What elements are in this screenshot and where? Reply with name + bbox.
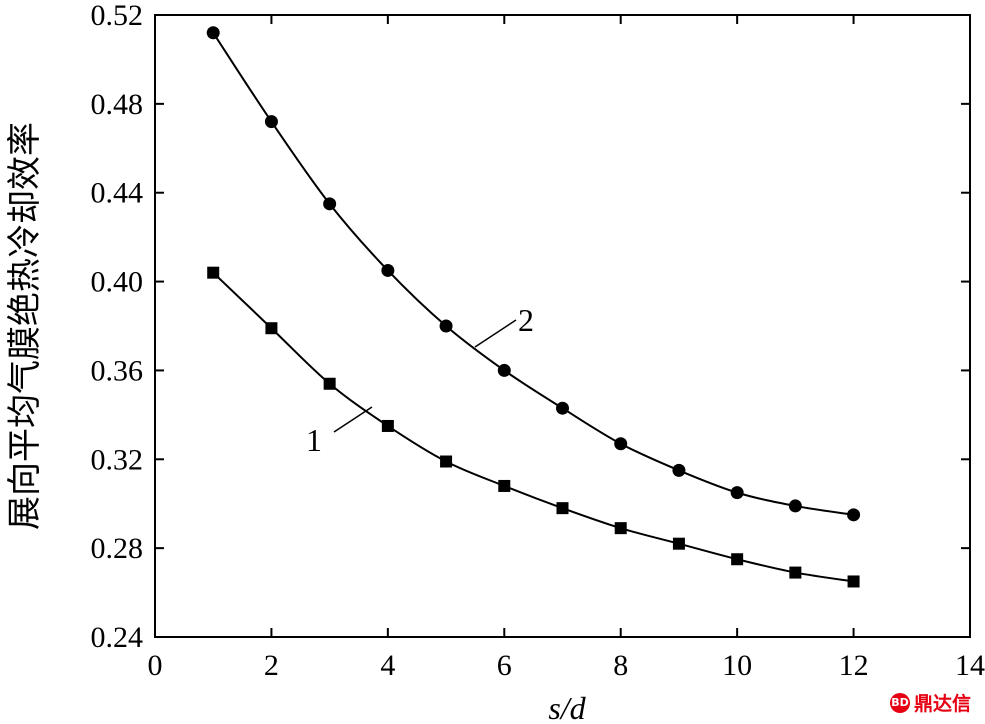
series-1-point	[614, 522, 627, 535]
x-tick-label: 2	[264, 649, 279, 682]
x-tick-label: 14	[955, 649, 985, 682]
series-1-point	[498, 479, 511, 492]
y-tick-label: 0.48	[91, 88, 144, 121]
series-2-point	[788, 499, 802, 513]
series-2-point	[439, 319, 453, 333]
axis-ticks	[154, 14, 971, 638]
tick-labels: 0 2 4 6 8 10 12 140.240.280.320.360.400.440.480…	[91, 0, 985, 682]
series-1-point	[731, 553, 744, 566]
series-1-point	[265, 322, 278, 335]
series-2-point	[206, 26, 220, 40]
series-1-point	[381, 419, 394, 432]
y-tick-label: 0.32	[91, 443, 144, 476]
x-tick-label: 0	[148, 649, 163, 682]
series-2-point	[323, 197, 337, 211]
series-1-point	[440, 455, 453, 468]
watermark-logo-icon: BD	[889, 692, 910, 713]
series-2-point	[847, 508, 861, 522]
series-1-point	[847, 575, 860, 588]
series-2-point	[730, 486, 744, 500]
y-tick-label: 0.52	[91, 0, 144, 32]
curve-label-2: 2	[518, 302, 534, 338]
x-tick-label: 8	[613, 649, 628, 682]
series-1-point	[323, 377, 336, 390]
series-1-point	[556, 502, 569, 515]
x-tick-label: 10	[722, 649, 752, 682]
y-tick-label: 0.40	[91, 266, 144, 299]
plot-frame	[154, 14, 971, 638]
series-1-point	[207, 266, 220, 279]
series-2-point	[672, 463, 686, 477]
series-1-point	[672, 537, 685, 550]
y-tick-label: 0.36	[91, 354, 144, 387]
series-layer	[206, 26, 861, 588]
curve-label-1: 1	[306, 422, 322, 458]
x-tick-label: 4	[380, 649, 395, 682]
y-tick-label: 0.28	[91, 532, 144, 565]
y-tick-label: 0.44	[91, 177, 144, 210]
series-2-point	[556, 401, 569, 415]
curve-label-1-leader	[333, 406, 373, 433]
watermark: BD 鼎达信	[889, 689, 971, 716]
x-tick-label: 12	[839, 649, 869, 682]
y-axis-title: 展向平均气膜绝热冷却效率	[5, 122, 45, 530]
series-1-point	[789, 566, 802, 579]
x-axis-title: s/d	[548, 690, 586, 724]
series-2-point	[264, 115, 278, 129]
series-2-point	[497, 363, 511, 377]
x-tick-label: 6	[497, 649, 512, 682]
y-tick-label: 0.24	[91, 621, 144, 654]
series-2-point	[614, 437, 628, 451]
curve-label-2-leader	[474, 319, 517, 348]
watermark-text: 鼎达信	[913, 693, 971, 715]
series-2-point	[381, 263, 395, 277]
